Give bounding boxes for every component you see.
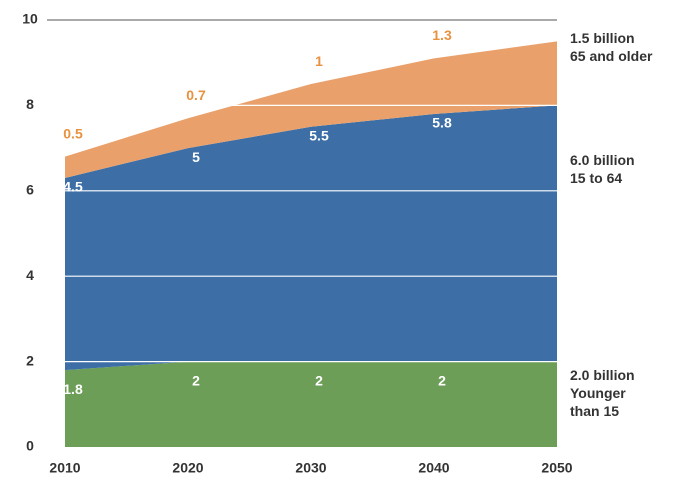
chart-container: 1.8 2 2 2 4.5 5 5.5 5.8 0.5 0.7 1 1.3 0 2 4 6 8 10 2010 202…	[0, 0, 674, 483]
legend-entry: 65 and older	[570, 47, 652, 65]
legend-entry: Younger than 15	[570, 384, 640, 420]
data-label: 0.7	[186, 87, 206, 103]
x-tick-label: 2040	[418, 460, 449, 476]
series-total: 1.5 billion	[570, 29, 652, 47]
series-total: 6.0 billion	[570, 151, 635, 169]
data-label: 2	[438, 372, 446, 388]
y-tick-label: 2	[26, 352, 34, 368]
y-tick-label: 6	[26, 182, 34, 198]
data-label: 5.8	[432, 115, 452, 131]
x-tick-label: 2020	[172, 460, 203, 476]
data-label: 1.3	[432, 27, 452, 43]
data-label: 5.5	[309, 127, 329, 143]
y-tick-label: 10	[22, 11, 38, 27]
y-tick-label: 0	[26, 438, 34, 454]
data-label: 4.5	[63, 179, 83, 195]
data-label: 0.5	[63, 125, 83, 141]
x-tick-label: 2050	[541, 460, 572, 476]
area	[65, 362, 557, 447]
x-tick-label: 2010	[49, 460, 80, 476]
series-total: 2.0 billion	[570, 366, 640, 384]
data-label: 5	[192, 149, 200, 165]
x-tick-label: 2030	[295, 460, 326, 476]
y-tick-label: 4	[26, 267, 34, 283]
data-label: 1	[315, 53, 323, 69]
areas	[65, 41, 557, 447]
data-label: 1.8	[63, 381, 83, 397]
legend-entry: 15 to 64	[570, 169, 635, 187]
y-tick-label: 8	[26, 96, 34, 112]
data-label: 2	[315, 372, 323, 388]
data-label: 2	[192, 372, 200, 388]
